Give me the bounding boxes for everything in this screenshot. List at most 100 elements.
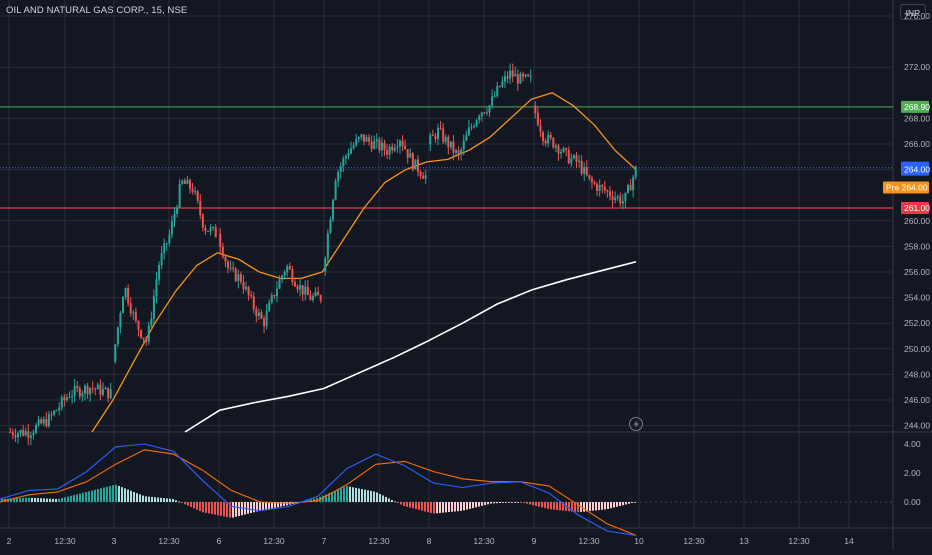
candle-body: [35, 425, 38, 433]
macd-histogram-bar: [121, 487, 123, 502]
candle-body: [60, 397, 63, 408]
macd-histogram-bar: [34, 497, 36, 502]
price-tick-label: 246.00: [904, 395, 930, 405]
macd-histogram-bar: [172, 499, 174, 502]
lightning-icon[interactable]: [629, 417, 643, 431]
candle-body: [24, 431, 27, 436]
macd-histogram-bar: [340, 488, 342, 502]
macd-histogram-bar: [505, 502, 507, 503]
candle-body: [570, 158, 573, 164]
macd-histogram-bar: [184, 502, 186, 505]
macd-histogram-bar: [43, 498, 45, 502]
currency-badge[interactable]: INR: [900, 4, 926, 20]
price-tick-label: 250.00: [904, 344, 930, 354]
candle-body: [565, 148, 568, 150]
candle-body: [78, 388, 81, 397]
candle-body: [299, 285, 302, 290]
macd-histogram-bar: [124, 488, 126, 502]
candle-body: [107, 387, 110, 399]
candle-body: [590, 178, 593, 183]
macd-histogram-bar: [46, 498, 48, 502]
macd-histogram-bar: [193, 502, 195, 509]
candle-body: [378, 139, 381, 151]
macd-histogram-bar: [346, 486, 348, 502]
macd-histogram-bar: [13, 498, 15, 502]
candle-body: [534, 105, 537, 114]
candle-body: [554, 145, 557, 148]
candle-body: [278, 279, 281, 289]
macd-tick-label: 4.00: [904, 439, 921, 449]
macd-histogram-bar: [268, 502, 270, 509]
macd-histogram-bar: [400, 502, 402, 505]
macd-histogram-bar: [106, 486, 108, 502]
macd-histogram-bar: [199, 502, 201, 512]
macd-histogram-bar: [445, 502, 447, 513]
candle-body: [386, 150, 389, 155]
candle-body: [265, 311, 268, 327]
candle-body: [212, 227, 215, 229]
candle-body: [99, 384, 102, 395]
candle-body: [521, 73, 524, 77]
time-tick-label: 12:30: [368, 536, 390, 546]
candle-body: [9, 432, 12, 433]
macd-histogram-bar: [25, 497, 27, 502]
macd-histogram-bar: [511, 502, 513, 503]
candle-body: [134, 312, 137, 321]
macd-histogram-bar: [76, 494, 78, 502]
candle-body: [501, 81, 504, 87]
candle-body: [444, 136, 447, 142]
candle-body: [214, 227, 217, 238]
macd-histogram-bar: [499, 502, 501, 504]
candle-body: [257, 312, 260, 317]
macd-histogram-bar: [421, 502, 423, 511]
candle-body: [173, 213, 176, 222]
candle-body: [247, 286, 250, 296]
candle-body: [86, 385, 89, 395]
candle-body: [158, 265, 161, 280]
price-tag-bg: [901, 202, 929, 214]
macd-histogram-bar: [100, 488, 102, 502]
candle-body: [201, 214, 204, 228]
price-tick-label: 256.00: [904, 267, 930, 277]
candle-body: [509, 70, 512, 79]
macd-histogram-bar: [82, 492, 84, 502]
candle-body: [470, 126, 473, 128]
time-tick-label: 3: [112, 536, 117, 546]
candle-body: [370, 141, 373, 149]
candle-body: [314, 291, 317, 296]
moving-average-fast: [91, 92, 637, 433]
symbol-title: OIL AND NATURAL GAS CORP., 15, NSE: [6, 5, 188, 16]
macd-histogram-bar: [355, 487, 357, 502]
macd-histogram-bar: [436, 502, 438, 514]
macd-histogram-bar: [613, 502, 615, 508]
candle-body: [562, 148, 565, 152]
macd-histogram-bar: [250, 502, 252, 514]
time-tick-label: 2: [7, 536, 12, 546]
candle-body: [493, 95, 496, 97]
candle-body: [163, 243, 166, 254]
macd-histogram-bar: [388, 498, 390, 502]
time-tick-label: 12:30: [263, 536, 285, 546]
candle-body: [575, 155, 578, 162]
candle-body: [485, 112, 488, 114]
macd-histogram-bar: [403, 502, 405, 506]
candle-body: [391, 146, 394, 151]
candle-body: [527, 74, 530, 77]
price-tag-bg: [901, 163, 929, 176]
candle-body: [109, 389, 112, 399]
time-tick-label: 12:30: [158, 536, 180, 546]
macd-histogram-bar: [622, 502, 624, 506]
macd-histogram-bar: [358, 488, 360, 502]
macd-histogram-bar: [343, 487, 345, 502]
macd-histogram-bar: [490, 502, 492, 504]
macd-histogram-bar: [259, 502, 261, 511]
candle-body: [344, 155, 347, 159]
candle-body: [596, 184, 599, 192]
candle-body: [616, 196, 619, 198]
candle-body: [483, 112, 486, 114]
macd-histogram-bar: [472, 502, 474, 509]
candle-body: [516, 74, 519, 84]
candle-body: [309, 295, 312, 301]
